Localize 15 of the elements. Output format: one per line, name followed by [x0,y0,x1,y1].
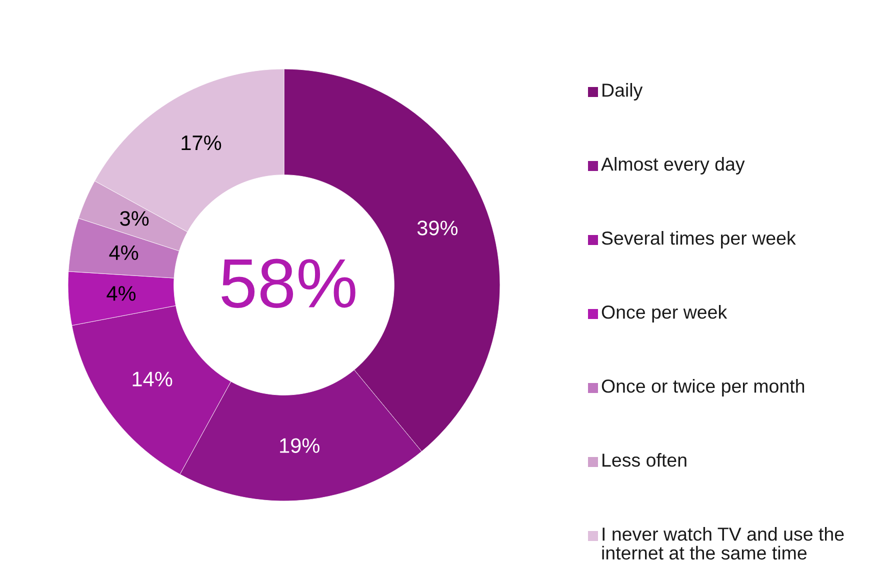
data-label: 14% [132,372,172,386]
legend-label: Daily [602,83,643,100]
legend-label: Once or twice per month [602,379,804,396]
text: 58% [222,258,356,308]
legend-label: Almost every day [601,157,745,174]
legend-label: Less often [602,453,686,467]
data-label: 39% [417,220,458,236]
legend-label: Several times per week [602,231,796,248]
data-label: 3% [120,211,149,226]
data-label: 17% [182,136,222,150]
data-label: 4% [109,245,138,260]
legend-label: Once per week [602,305,728,322]
data-label: 19% [280,438,320,453]
legend-label: I never watch TV and use the internet at the same time [602,527,844,560]
data-label: 4% [106,286,136,301]
